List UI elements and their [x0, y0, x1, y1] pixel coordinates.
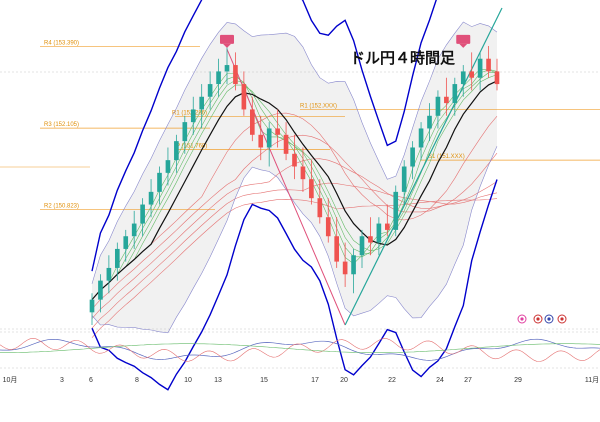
candle-body [427, 115, 432, 129]
candle-body [182, 122, 188, 142]
candle-body [444, 96, 449, 104]
candle-body [452, 84, 458, 104]
x-tick-label: 20 [340, 377, 348, 384]
x-tick-label: 17 [311, 377, 319, 384]
event-icon-flag-dot [536, 317, 540, 321]
candle-body [275, 128, 280, 135]
event-icon-flag-dot [560, 317, 564, 321]
level-label-p: P (151.768) [176, 144, 207, 150]
candle-body [123, 236, 129, 249]
resistance-markers [220, 34, 471, 48]
oscillator-pane [0, 337, 600, 362]
trend-lines [226, 7, 503, 326]
candle-body [460, 71, 466, 85]
osc-red-line [0, 337, 600, 362]
candle-body [384, 223, 390, 230]
x-tick-label: 13 [214, 377, 222, 384]
candle-body [216, 71, 221, 85]
candle-body [241, 84, 247, 110]
candle-body [486, 58, 491, 72]
candle-body [114, 248, 120, 268]
candle-body [233, 65, 238, 85]
resistance-marker [456, 34, 471, 44]
trend-line-up [344, 7, 503, 326]
candle-body [410, 147, 415, 167]
candle-body [266, 128, 272, 148]
x-tick-label: 27 [464, 377, 472, 384]
x-tick-label: 10月 [3, 376, 18, 384]
bb-upper-inner [91, 21, 498, 284]
candle-body [157, 172, 162, 192]
candle-body [190, 109, 196, 123]
x-tick-label: 24 [436, 377, 444, 384]
chart-title: ドル円４時間足 [350, 49, 456, 67]
candle-body [393, 191, 399, 230]
candle-body [174, 141, 179, 161]
x-tick-label: 11月 [585, 376, 599, 384]
bb-lower-inner [91, 146, 498, 334]
ma-black [91, 80, 498, 300]
ma-red-14 [91, 112, 498, 300]
candle-body [325, 217, 331, 237]
candle-body [148, 191, 154, 205]
level-label-r2: R2 (150.823) [44, 203, 79, 209]
candle-body [368, 236, 373, 243]
candle-body [89, 299, 95, 313]
event-icons [517, 314, 567, 324]
candle-body [351, 255, 356, 275]
candle-body [359, 236, 365, 256]
bb-lower-outer [91, 179, 498, 391]
ma-red-30 [91, 198, 498, 338]
x-tick-label: 8 [135, 377, 139, 384]
candle-body [131, 223, 137, 237]
candle-body [283, 134, 289, 154]
candle-body [292, 153, 297, 167]
level-label-s1: S1 (151.XXX) [428, 154, 465, 160]
level-label-r4: R4 (153.390) [44, 41, 79, 47]
candle-body [140, 204, 145, 224]
bb-upper-outer [91, 0, 437, 272]
event-icon-lightning-dot [520, 317, 524, 321]
candle-body [224, 65, 230, 72]
trend-line-down [226, 49, 346, 326]
candle-body [477, 58, 483, 78]
candle-body [435, 96, 441, 116]
level-label-r1: R1 (152.286) [172, 111, 207, 117]
candle-body [469, 71, 475, 78]
resistance-marker [220, 34, 234, 44]
candles [89, 46, 500, 325]
level-label-r3: R3 (152.105) [44, 122, 79, 128]
candle-body [258, 134, 264, 148]
candle-body [418, 128, 424, 148]
candle-body [249, 109, 255, 135]
candle-body [401, 166, 407, 192]
bollinger-bands [91, 0, 498, 391]
candle-body [207, 84, 213, 97]
level-label-r1b: R1 (152.XXX) [300, 103, 337, 109]
candle-body [98, 280, 103, 300]
candle-body [494, 71, 500, 85]
x-tick-label: 29 [514, 377, 522, 384]
x-tick-label: 15 [260, 377, 268, 384]
candle-body [334, 236, 340, 262]
x-tick-label: 10 [184, 377, 192, 384]
candle-body [342, 261, 348, 275]
x-tick-label: 22 [388, 377, 396, 384]
x-tick-label: 3 [60, 377, 64, 384]
resistance-marker-tip [223, 43, 231, 48]
x-tick-label: 6 [89, 377, 93, 384]
candle-body [317, 198, 323, 218]
candle-body [165, 160, 171, 173]
candle-body [309, 179, 314, 199]
candle-body [376, 223, 382, 243]
x-axis: 10月 3 6 8 10 13 15 17 20 22 24 27 29 11月 [3, 376, 600, 384]
candle-body [300, 166, 306, 180]
candle-body [199, 96, 205, 110]
event-icon-flag-dot [547, 317, 551, 321]
resistance-marker-tip [459, 43, 468, 48]
osc-green-line [0, 343, 600, 353]
candle-body [106, 267, 112, 281]
